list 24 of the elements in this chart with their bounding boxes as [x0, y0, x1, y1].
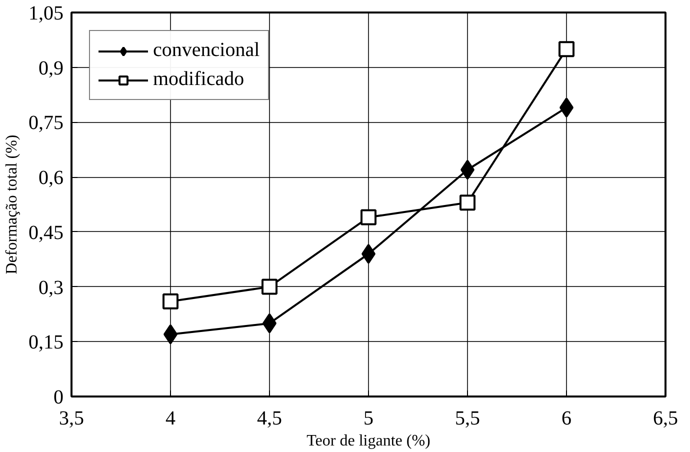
- point: [262, 278, 278, 295]
- point: [162, 293, 178, 310]
- x-tick-label: 3,5: [59, 408, 84, 430]
- x-tick-label: 4: [166, 408, 176, 430]
- legend-label: modificado: [153, 68, 244, 91]
- x-tick-label: 4,5: [257, 408, 282, 430]
- x-tick-label: 6,5: [653, 408, 678, 430]
- y-tick-label: 1,05: [28, 2, 64, 24]
- y-tick-label: 0: [54, 386, 64, 408]
- point: [460, 194, 476, 211]
- x-axis-title: Teor de ligante (%): [306, 432, 430, 450]
- x-tick-label: 6: [562, 408, 572, 430]
- y-tick-label: 0,15: [28, 332, 64, 354]
- x-tick-label: 5,5: [455, 408, 480, 430]
- y-tick-label: 0,6: [38, 167, 64, 190]
- y-axis-title: Deformação total (%): [4, 134, 20, 274]
- legend-label: convencional: [153, 39, 260, 62]
- y-tick-label: 0,45: [28, 222, 64, 244]
- point: [558, 41, 574, 58]
- y-tick-label: 0,9: [38, 57, 64, 80]
- point: [360, 209, 376, 226]
- x-tick-label: 5: [364, 408, 374, 430]
- y-tick-label: 0,3: [38, 276, 64, 299]
- y-tick-label: 0,75: [28, 112, 64, 134]
